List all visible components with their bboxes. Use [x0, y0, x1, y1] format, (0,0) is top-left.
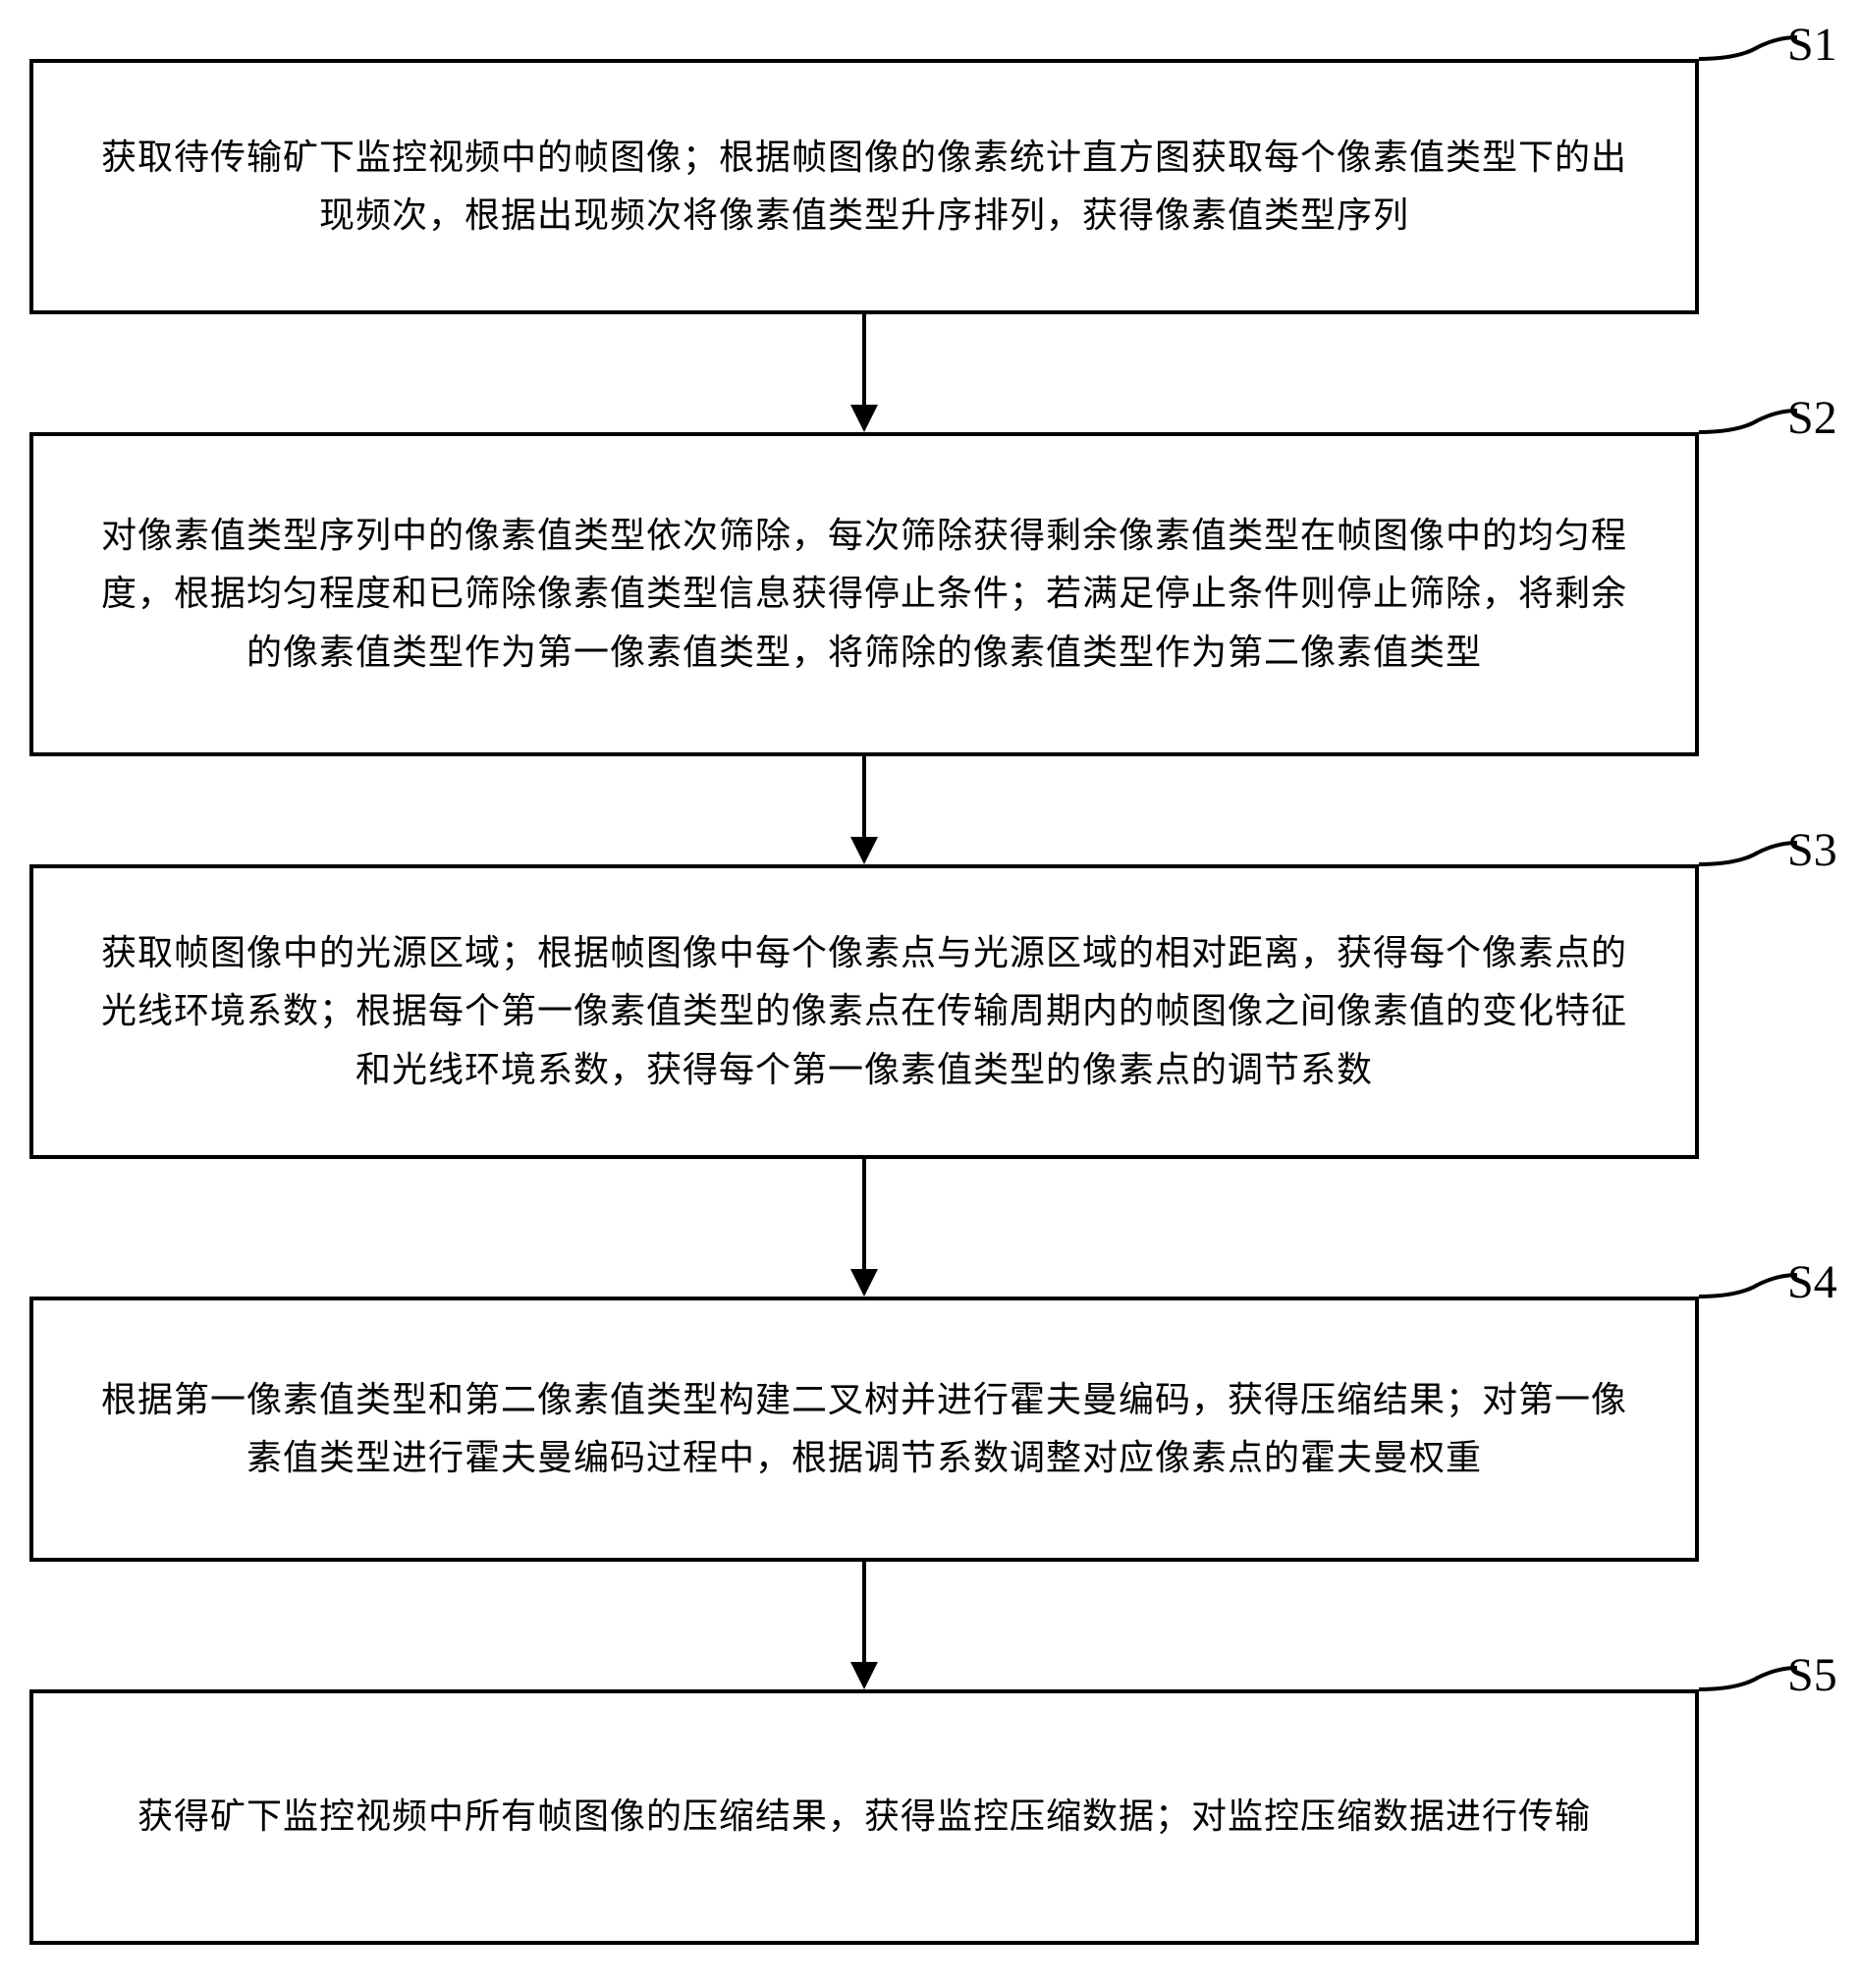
step-label-s2: S2 [1787, 391, 1837, 445]
arrow-s4-s5-line [862, 1562, 866, 1662]
flow-step-s3-text: 获取帧图像中的光源区域；根据帧图像中每个像素点与光源区域的相对距离，获得每个像素… [92, 924, 1636, 1099]
arrow-s4-s5-head [850, 1662, 878, 1689]
flow-step-s4-text: 根据第一像素值类型和第二像素值类型构建二叉树并进行霍夫曼编码，获得压缩结果；对第… [92, 1371, 1636, 1488]
arrow-s1-s2-line [862, 314, 866, 405]
flow-step-s3: 获取帧图像中的光源区域；根据帧图像中每个像素点与光源区域的相对距离，获得每个像素… [29, 864, 1699, 1159]
arrow-s3-s4-head [850, 1269, 878, 1297]
step-label-s5: S5 [1787, 1648, 1837, 1702]
arrow-s1-s2-head [850, 405, 878, 432]
flow-step-s4: 根据第一像素值类型和第二像素值类型构建二叉树并进行霍夫曼编码，获得压缩结果；对第… [29, 1297, 1699, 1562]
flow-step-s2-text: 对像素值类型序列中的像素值类型依次筛除，每次筛除获得剩余像素值类型在帧图像中的均… [92, 507, 1636, 682]
flow-step-s2: 对像素值类型序列中的像素值类型依次筛除，每次筛除获得剩余像素值类型在帧图像中的均… [29, 432, 1699, 756]
arrow-s2-s3-head [850, 837, 878, 864]
flow-step-s1-text: 获取待传输矿下监控视频中的帧图像；根据帧图像的像素统计直方图获取每个像素值类型下… [92, 129, 1636, 246]
step-label-s1: S1 [1787, 18, 1837, 72]
step-label-s4: S4 [1787, 1255, 1837, 1309]
flow-step-s1: 获取待传输矿下监控视频中的帧图像；根据帧图像的像素统计直方图获取每个像素值类型下… [29, 59, 1699, 314]
step-label-s3: S3 [1787, 823, 1837, 877]
flow-step-s5: 获得矿下监控视频中所有帧图像的压缩结果，获得监控压缩数据；对监控压缩数据进行传输 [29, 1689, 1699, 1945]
arrow-s3-s4-line [862, 1159, 866, 1269]
arrow-s2-s3-line [862, 756, 866, 837]
flow-step-s5-text: 获得矿下监控视频中所有帧图像的压缩结果，获得监控压缩数据；对监控压缩数据进行传输 [137, 1788, 1591, 1846]
flowchart-canvas: 获取待传输矿下监控视频中的帧图像；根据帧图像的像素统计直方图获取每个像素值类型下… [0, 0, 1858, 1988]
